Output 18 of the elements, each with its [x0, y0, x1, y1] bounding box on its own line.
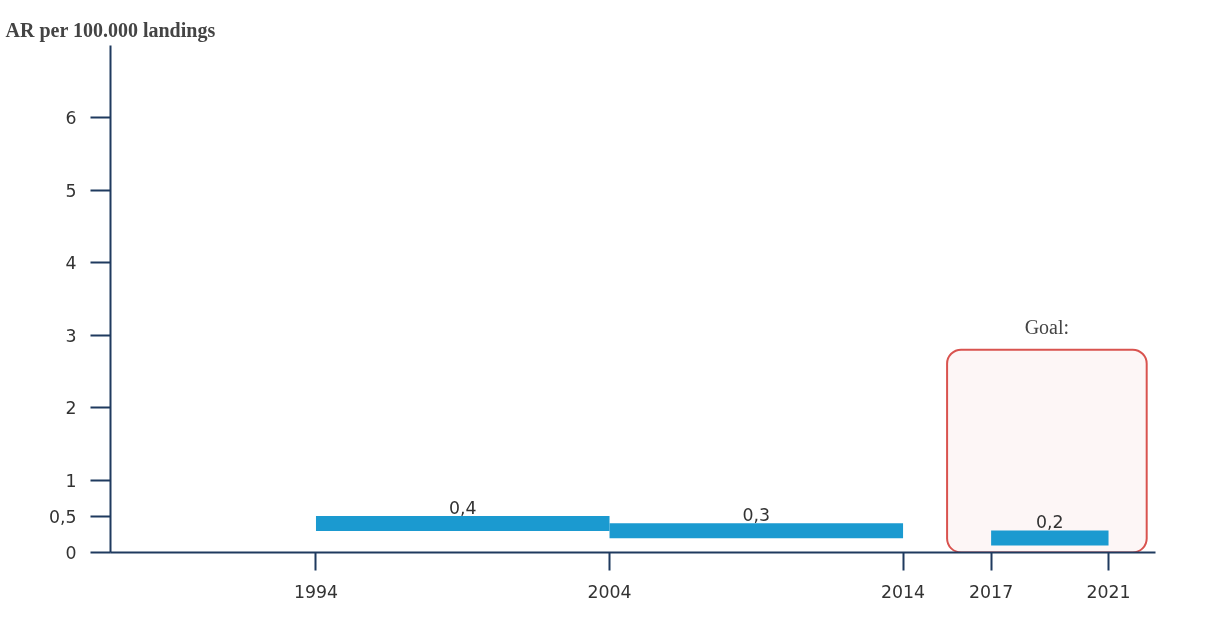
y-tick-label: 6	[65, 108, 77, 129]
y-axis-title: AR per 100.000 landings	[5, 18, 216, 42]
x-tick-label: 2017	[969, 581, 1014, 602]
y-tick-label: 5	[65, 180, 77, 201]
y-tick-label: 4	[65, 253, 77, 274]
x-tick-label: 2014	[881, 581, 926, 602]
x-tick-label: 2004	[587, 581, 632, 602]
y-tick-label: 0	[65, 543, 77, 563]
data-label: 0,2	[1036, 512, 1064, 533]
y-tick-label: 1	[65, 470, 77, 491]
x-tick-label: 1994	[293, 581, 339, 602]
data-label: 0,4	[448, 497, 477, 518]
y-tick-label: 0,5	[48, 506, 77, 527]
band-label: Goal:	[1024, 315, 1070, 338]
x-tick-label: 2021	[1086, 581, 1131, 602]
y-tick-label: 2	[65, 398, 77, 419]
y-tick-label: 3	[65, 325, 77, 346]
data-label: 0,3	[742, 504, 771, 525]
